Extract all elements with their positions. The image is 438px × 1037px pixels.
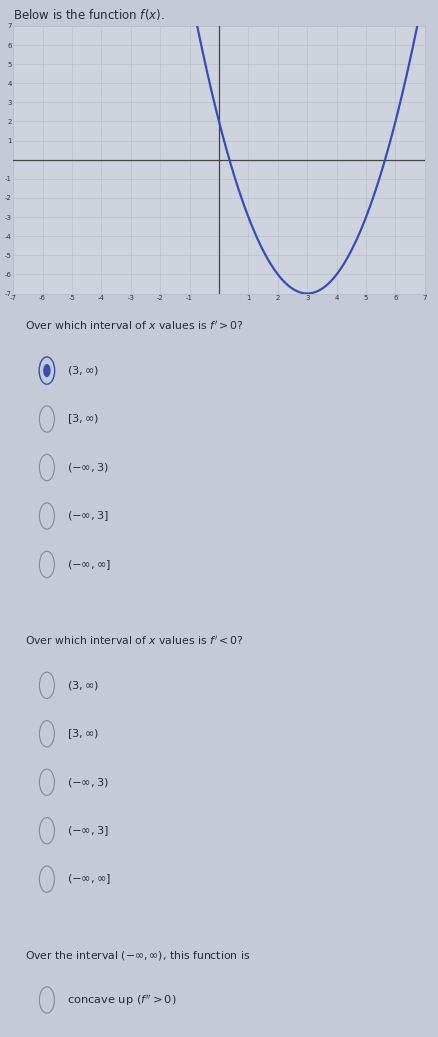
Text: $[3, \infty)$: $[3, \infty)$ — [67, 727, 99, 741]
Text: Over the interval $(-\infty, \infty)$, this function is: Over the interval $(-\infty, \infty)$, t… — [25, 949, 251, 961]
Text: $(3, \infty)$: $(3, \infty)$ — [67, 364, 99, 377]
Text: Below is the function $f(x)$.: Below is the function $f(x)$. — [13, 7, 165, 22]
Text: Over which interval of $x$ values is $f' < 0$?: Over which interval of $x$ values is $f'… — [25, 634, 244, 647]
Text: $(-\infty, 3)$: $(-\infty, 3)$ — [67, 776, 109, 789]
Text: $(3, \infty)$: $(3, \infty)$ — [67, 679, 99, 692]
Text: $(-\infty, \infty]$: $(-\infty, \infty]$ — [67, 558, 111, 571]
Circle shape — [43, 364, 51, 377]
Text: concave up $(f'' > 0)$: concave up $(f'' > 0)$ — [67, 993, 176, 1008]
Text: Over which interval of $x$ values is $f' > 0$?: Over which interval of $x$ values is $f'… — [25, 319, 244, 332]
Text: $(-\infty, 3)$: $(-\infty, 3)$ — [67, 461, 109, 474]
Text: $[3, \infty)$: $[3, \infty)$ — [67, 413, 99, 426]
Text: $(-\infty, 3]$: $(-\infty, 3]$ — [67, 509, 109, 524]
Text: $(-\infty, 3]$: $(-\infty, 3]$ — [67, 824, 109, 838]
Text: $(-\infty, \infty]$: $(-\infty, \infty]$ — [67, 873, 111, 887]
